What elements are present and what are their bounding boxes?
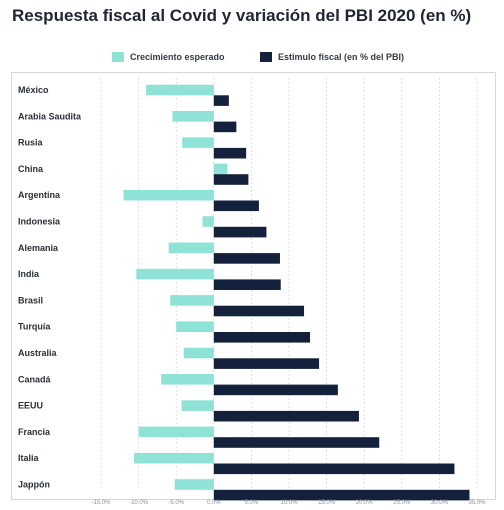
growth-bar — [146, 84, 214, 96]
stimulus-bar — [213, 332, 311, 343]
x-tick-label: 35.0% — [468, 500, 486, 506]
category-label: Jappón — [18, 480, 50, 490]
growth-bar — [181, 400, 214, 411]
category-label: Alemania — [18, 243, 59, 253]
growth-bar — [176, 321, 214, 332]
stimulus-bar — [213, 174, 249, 185]
stimulus-bar — [213, 121, 237, 133]
stimulus-bar — [213, 384, 338, 396]
growth-bar — [161, 374, 214, 385]
category-label: Australia — [18, 348, 58, 358]
category-label: Rusia — [18, 138, 44, 148]
chart-title: Respuesta fiscal al Covid y variación de… — [12, 6, 472, 25]
category-label: Argentina — [18, 190, 61, 200]
stimulus-bar — [213, 410, 359, 422]
legend-item-stimulus: Estímulo fiscal (en % del PBI) — [260, 52, 404, 62]
stimulus-bar — [213, 147, 247, 159]
growth-bar — [123, 189, 214, 201]
legend-label-growth: Crecimiento esperado — [130, 52, 225, 62]
x-tick-label: -10.0% — [129, 500, 149, 506]
category-label: China — [18, 164, 44, 174]
x-tick-label: 20.0% — [356, 500, 374, 506]
x-tick-label: 30.0% — [431, 500, 449, 506]
category-label: EEUU — [18, 401, 43, 411]
x-tick-label: 10.0% — [280, 500, 298, 506]
growth-bar — [172, 111, 214, 122]
growth-bar — [183, 347, 214, 359]
legend-swatch-stimulus — [260, 52, 272, 62]
growth-bar — [136, 268, 214, 280]
category-label: India — [18, 269, 40, 279]
x-tick-label: -5.0% — [168, 500, 184, 506]
stimulus-bar — [213, 437, 380, 448]
x-tick-label: 5.0% — [245, 500, 259, 506]
category-label: Canadá — [18, 374, 52, 384]
legend-item-growth: Crecimiento esperado — [112, 52, 225, 62]
legend-label-stimulus: Estímulo fiscal (en % del PBI) — [278, 52, 405, 62]
stimulus-bar — [213, 200, 259, 212]
category-label: Arabia Saudita — [18, 111, 82, 121]
category-label: México — [18, 85, 49, 95]
growth-bar — [213, 163, 228, 175]
stimulus-bar — [213, 358, 320, 369]
legend-swatch-growth — [112, 52, 124, 62]
growth-bar — [168, 242, 214, 254]
category-label: Brasil — [18, 295, 43, 305]
legend: Crecimiento esperado Estímulo fiscal (en… — [0, 52, 504, 66]
stimulus-bar — [213, 279, 281, 290]
category-label: Italia — [18, 453, 40, 463]
stimulus-bar — [213, 253, 280, 264]
growth-bar — [182, 137, 214, 148]
growth-bar — [134, 452, 214, 464]
x-tick-label: -15.0% — [91, 500, 111, 506]
x-tick-label: 25.0% — [393, 500, 411, 506]
growth-bar — [202, 216, 214, 227]
stimulus-bar — [213, 95, 229, 106]
stimulus-bar — [213, 305, 305, 317]
growth-bar — [138, 426, 214, 438]
stimulus-bar — [213, 463, 455, 475]
growth-bar — [174, 479, 214, 490]
stimulus-bar — [213, 226, 267, 238]
x-tick-label: 0.0% — [207, 500, 221, 506]
stimulus-bar — [213, 489, 470, 501]
category-label: Turquía — [18, 322, 51, 332]
category-label: Francia — [18, 427, 51, 437]
growth-bar — [170, 295, 214, 306]
x-tick-label: 15.0% — [318, 500, 336, 506]
category-label: Indonesia — [18, 217, 61, 227]
